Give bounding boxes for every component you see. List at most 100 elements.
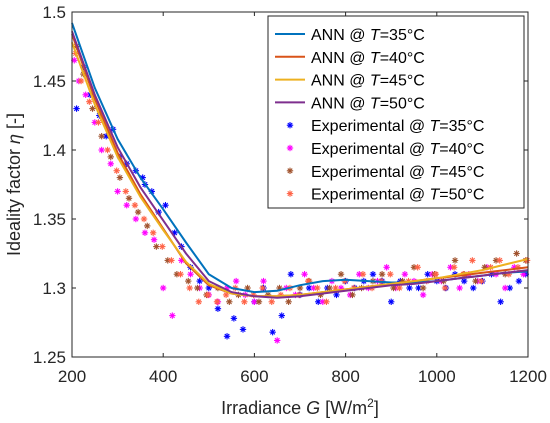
data-point xyxy=(226,298,233,305)
data-point xyxy=(107,160,114,167)
data-point xyxy=(278,312,285,319)
data-point xyxy=(269,328,276,336)
data-point xyxy=(73,105,80,112)
plot-frame xyxy=(71,11,529,358)
x-axis-label: Irradiance G [W/m2] xyxy=(221,396,379,418)
data-point xyxy=(274,337,281,344)
data-point xyxy=(114,188,121,195)
legend-label: Experimental @ T=45°C xyxy=(311,164,484,181)
data-point xyxy=(255,298,263,305)
data-point xyxy=(414,264,421,271)
data-point xyxy=(150,236,158,243)
x-tick-label: 800 xyxy=(331,367,359,386)
data-point xyxy=(497,298,504,305)
legend-label: Experimental @ T=50°C xyxy=(311,187,484,204)
data-point xyxy=(387,271,394,278)
data-point xyxy=(260,277,267,285)
legend-label: ANN @ T=45°C xyxy=(311,73,425,90)
data-point xyxy=(241,298,248,305)
data-point xyxy=(359,271,367,278)
data-point xyxy=(89,105,96,112)
data-point xyxy=(134,208,142,216)
data-point xyxy=(141,229,149,236)
data-point xyxy=(169,312,176,319)
data-point xyxy=(415,284,422,292)
ticks-layer: 200 400 600 800 1000 1200 1.25 1.3 1.35 1.4 1.45 1.… xyxy=(33,3,547,386)
axis-label-layer: Irradiance G [W/m2] Ideality factor η [-] xyxy=(4,113,379,418)
data-point xyxy=(406,284,413,292)
data-point xyxy=(470,284,477,292)
data-point xyxy=(77,77,85,85)
data-point xyxy=(186,284,193,292)
x-tick-label: 1200 xyxy=(509,367,547,386)
ann-lines-layer xyxy=(71,22,529,299)
legend-entry-6: Experimental @ T=45°C xyxy=(286,164,484,181)
data-point xyxy=(95,119,102,126)
data-point xyxy=(159,243,166,250)
data-point xyxy=(515,277,523,285)
data-point xyxy=(230,315,238,322)
legend: ANN @ T=35°C ANN @ T=40°C ANN @ T=45°C ANN … xyxy=(267,15,525,209)
data-point xyxy=(131,202,139,209)
data-point xyxy=(401,271,409,278)
x-tick-label: 400 xyxy=(149,367,177,386)
data-point xyxy=(149,229,157,236)
data-point xyxy=(337,271,345,278)
data-point xyxy=(71,57,78,64)
legend-star-swatch xyxy=(286,190,294,197)
data-point xyxy=(107,153,114,161)
data-point xyxy=(116,174,124,181)
y-tick-label: 1.35 xyxy=(33,210,66,229)
data-point xyxy=(478,277,485,285)
data-point xyxy=(419,284,427,292)
legend-star-swatch xyxy=(286,144,294,152)
legend-entry-7: Experimental @ T=50°C xyxy=(286,187,484,204)
data-point xyxy=(419,291,427,299)
data-point xyxy=(132,215,140,223)
ann-line-3 xyxy=(71,30,529,299)
data-point xyxy=(125,195,133,202)
legend-entry-4: Experimental @ T=35°C xyxy=(286,118,484,135)
data-point xyxy=(259,284,266,292)
data-point xyxy=(140,215,148,223)
data-point xyxy=(223,333,231,340)
data-point xyxy=(162,202,169,209)
x-tick-label: 200 xyxy=(58,367,86,386)
data-point xyxy=(113,167,120,174)
x-tick-label: 600 xyxy=(240,367,268,386)
data-point xyxy=(268,298,275,305)
data-point xyxy=(244,284,251,292)
y-tick-label: 1.25 xyxy=(33,348,66,367)
data-point xyxy=(315,298,322,305)
legend-entry-3: ANN @ T=50°C xyxy=(275,95,425,112)
legend-label: ANN @ T=50°C xyxy=(311,95,425,112)
data-point xyxy=(168,257,175,264)
data-point xyxy=(196,277,203,285)
data-point xyxy=(194,284,201,292)
legend-label: Experimental @ T=40°C xyxy=(311,141,484,158)
data-point xyxy=(396,284,403,292)
data-point xyxy=(204,291,212,299)
data-point xyxy=(323,298,330,305)
data-point xyxy=(506,284,513,292)
data-point xyxy=(301,271,308,278)
data-point xyxy=(98,146,105,154)
data-point xyxy=(456,284,463,292)
legend-star-swatch xyxy=(286,167,294,174)
ann-line-2 xyxy=(71,42,529,298)
data-point xyxy=(469,257,476,264)
legend-star-swatch xyxy=(286,122,294,129)
legend-entry-5: Experimental @ T=40°C xyxy=(286,141,484,158)
data-point xyxy=(285,298,292,305)
data-point xyxy=(239,326,247,333)
legend-entry-1: ANN @ T=40°C xyxy=(275,50,425,67)
data-point xyxy=(195,298,202,305)
data-point xyxy=(388,298,395,305)
legend-entry-2: ANN @ T=45°C xyxy=(275,73,425,90)
data-point xyxy=(502,284,509,292)
legend-label: Experimental @ T=35°C xyxy=(311,118,484,135)
data-point xyxy=(122,188,130,195)
data-point xyxy=(450,264,458,271)
legend-label: ANN @ T=35°C xyxy=(311,27,425,44)
data-point xyxy=(213,298,221,305)
